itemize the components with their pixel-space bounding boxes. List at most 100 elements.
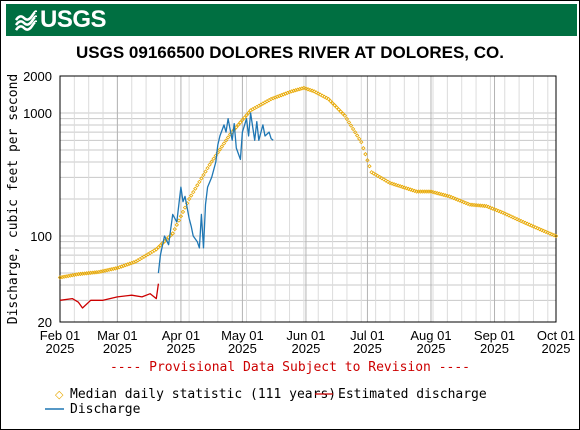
median-point — [361, 145, 366, 151]
legend-median-label: Median daily statistic (111 years) — [70, 387, 336, 402]
median-point — [541, 228, 546, 234]
median-point — [207, 162, 212, 167]
median-point — [447, 194, 452, 199]
median-point — [484, 203, 489, 209]
chart-grid — [59, 76, 557, 322]
median-point — [295, 87, 300, 92]
median-point — [311, 89, 317, 94]
plot-area — [59, 75, 557, 323]
median-point — [494, 208, 499, 213]
median-point — [326, 96, 331, 102]
median-point — [486, 204, 491, 210]
median-point — [369, 170, 374, 175]
median-point — [293, 88, 298, 93]
median-point — [201, 172, 206, 178]
median-point — [543, 229, 548, 234]
median-point — [309, 88, 315, 93]
median-point — [492, 207, 497, 212]
median-point — [498, 209, 503, 214]
median-point — [291, 88, 296, 93]
median-point — [305, 87, 311, 92]
median-point — [195, 183, 200, 188]
median-point — [240, 117, 245, 123]
median-point — [158, 243, 163, 248]
median-point — [359, 139, 364, 145]
median-point — [336, 107, 341, 112]
x-tick-label: Sep 01 — [474, 328, 515, 343]
x-tick-label: Apr 01 — [162, 328, 200, 343]
median-point — [451, 195, 456, 201]
median-point — [400, 184, 405, 190]
median-point — [377, 174, 382, 180]
median-point — [535, 226, 540, 231]
estimated-discharge-line — [59, 283, 160, 309]
median-point — [496, 208, 501, 214]
median-point — [180, 209, 186, 215]
median-point — [523, 220, 528, 226]
median-point — [408, 187, 413, 192]
median-point — [521, 219, 526, 225]
median-point — [199, 176, 204, 181]
median-series — [57, 85, 559, 280]
median-point — [225, 135, 231, 140]
legend-estimated-label: Estimated discharge — [338, 387, 487, 402]
median-point — [488, 205, 493, 210]
median-point — [518, 218, 524, 224]
x-tick-year: 2025 — [103, 341, 132, 356]
x-tick-label: Jul 01 — [350, 328, 385, 343]
median-point — [176, 218, 182, 223]
median-point — [156, 245, 161, 250]
y-axis-ticks: 20 100 1000 2000 — [23, 69, 52, 330]
median-point — [512, 216, 518, 221]
median-point — [375, 173, 380, 178]
median-point — [350, 126, 356, 132]
median-point — [396, 183, 401, 188]
median-point — [549, 232, 555, 237]
median-point — [209, 159, 214, 164]
median-point — [332, 103, 337, 108]
median-point — [402, 185, 407, 190]
median-point — [334, 105, 339, 110]
median-point — [461, 199, 466, 205]
median-point — [322, 94, 327, 99]
median-point — [537, 226, 542, 232]
median-point — [553, 233, 559, 239]
y-tick-label: 1000 — [23, 106, 52, 121]
median-point — [457, 198, 462, 203]
median-point — [355, 133, 360, 138]
median-point — [316, 91, 321, 96]
median-point — [338, 109, 343, 114]
median-point — [246, 110, 251, 115]
median-point — [459, 199, 464, 204]
median-point — [219, 144, 225, 149]
median-point — [348, 123, 354, 128]
x-tick-year: 2025 — [353, 341, 382, 356]
usgs-logo[interactable]: USGS — [15, 6, 107, 33]
median-point — [379, 176, 384, 181]
median-point — [242, 115, 247, 120]
median-point — [385, 179, 391, 184]
median-point — [387, 180, 393, 186]
median-point — [367, 164, 372, 169]
median-point — [346, 120, 352, 125]
median-point — [307, 87, 313, 93]
median-point — [236, 122, 241, 127]
median-point — [299, 86, 305, 91]
median-point — [527, 222, 532, 227]
median-point — [186, 196, 192, 202]
median-point — [404, 186, 409, 191]
median-point — [449, 195, 454, 200]
y-axis-label: Discharge, cubic feet per second — [6, 74, 21, 324]
median-point — [551, 233, 557, 238]
median-point — [154, 247, 159, 252]
chart-title: USGS 09166500 DOLORES RIVER AT DOLORES, … — [76, 43, 504, 62]
median-point — [412, 188, 417, 194]
median-point — [178, 214, 184, 219]
y-tick-label: 2000 — [23, 69, 52, 84]
median-point — [371, 171, 376, 176]
x-tick-year: 2025 — [417, 341, 446, 356]
median-point — [238, 120, 243, 125]
median-point — [391, 182, 397, 187]
